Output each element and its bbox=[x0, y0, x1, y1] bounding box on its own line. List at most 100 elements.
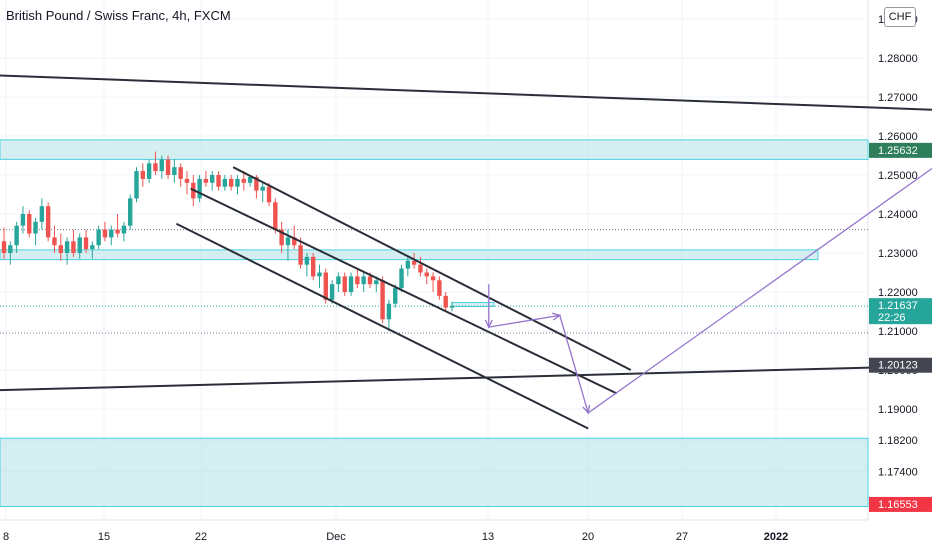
candle-body bbox=[203, 178, 209, 183]
y-tick-label: 1.18200 bbox=[878, 435, 918, 447]
projection-polyline[interactable] bbox=[488, 150, 932, 414]
candle-body bbox=[323, 272, 329, 300]
y-tick-label: 1.21000 bbox=[878, 326, 918, 338]
candle-body bbox=[348, 276, 354, 292]
candle-body bbox=[266, 186, 272, 203]
candle-body bbox=[260, 186, 265, 191]
trendline[interactable] bbox=[232, 166, 632, 371]
candle-body bbox=[153, 163, 158, 172]
candle-body bbox=[165, 159, 171, 175]
candle-body bbox=[228, 178, 234, 187]
candle-body bbox=[430, 276, 436, 281]
x-tick-label: 13 bbox=[482, 531, 494, 543]
support-resistance-zone[interactable] bbox=[0, 139, 869, 160]
support-resistance-zone[interactable] bbox=[0, 249, 819, 261]
trendline[interactable] bbox=[190, 187, 618, 395]
projection-arrowhead bbox=[582, 404, 591, 415]
candle-body bbox=[273, 202, 278, 230]
candle-body bbox=[386, 303, 392, 320]
candle-body bbox=[1, 241, 7, 253]
y-tick-label: 1.24000 bbox=[878, 209, 918, 221]
candle-body bbox=[83, 237, 89, 250]
candle-body bbox=[292, 237, 297, 246]
candle-body bbox=[210, 175, 215, 183]
projection-path[interactable] bbox=[484, 150, 932, 415]
projection-arrowhead bbox=[551, 312, 562, 321]
x-tick-label: 2022 bbox=[764, 531, 788, 543]
price-label-value: 1.16553 bbox=[878, 499, 918, 511]
candle-body bbox=[39, 206, 45, 222]
candle-body bbox=[285, 237, 291, 246]
candle-body bbox=[304, 256, 310, 265]
price-label-value: 1.21637 bbox=[878, 300, 918, 312]
x-tick-label: 22 bbox=[195, 531, 207, 543]
candle-body bbox=[197, 178, 202, 199]
candle-body bbox=[146, 163, 152, 179]
candle-body bbox=[178, 167, 183, 179]
candle-body bbox=[172, 167, 177, 175]
candle-body bbox=[134, 171, 139, 199]
candle-body bbox=[20, 214, 26, 226]
candle-body bbox=[411, 260, 417, 265]
candle-body bbox=[449, 306, 455, 308]
candle-body bbox=[424, 272, 429, 277]
candle-body bbox=[45, 206, 51, 238]
candle-body bbox=[127, 198, 133, 226]
time-axis[interactable]: 8 15 22 Dec 13 20 27 2022 bbox=[3, 531, 788, 543]
candle-body bbox=[115, 229, 120, 234]
y-tick-label: 1.25000 bbox=[878, 170, 918, 182]
price-label-value: 1.25632 bbox=[878, 145, 918, 157]
candle-body bbox=[235, 178, 240, 187]
candle-body bbox=[443, 295, 448, 308]
y-tick-label: 1.27000 bbox=[878, 92, 918, 104]
y-tick-label: 1.22000 bbox=[878, 287, 918, 299]
x-tick-label: 15 bbox=[98, 531, 110, 543]
candle-body bbox=[96, 229, 101, 246]
candle-body bbox=[216, 175, 221, 187]
candle-body bbox=[109, 229, 114, 238]
candle-body bbox=[222, 178, 228, 187]
candle-body bbox=[247, 176, 253, 183]
horizontal-levels bbox=[0, 229, 868, 334]
candle-body bbox=[418, 264, 423, 273]
price-label-value: 1.20123 bbox=[878, 360, 918, 372]
candle-body bbox=[184, 178, 190, 183]
candle-body bbox=[71, 241, 76, 253]
trendline[interactable] bbox=[0, 74, 932, 111]
candle-body bbox=[102, 229, 108, 238]
candle-body bbox=[140, 171, 146, 179]
symbol-title[interactable]: British Pound / Swiss Franc, 4h, FXCM bbox=[6, 8, 231, 23]
trendline[interactable] bbox=[0, 364, 932, 392]
y-tick-label: 1.28000 bbox=[878, 53, 918, 65]
candles bbox=[1, 151, 455, 331]
trendline[interactable] bbox=[175, 222, 589, 430]
candle-body bbox=[374, 280, 379, 285]
candle-body bbox=[14, 225, 19, 246]
support-resistance-zone[interactable] bbox=[0, 437, 869, 507]
candle-body bbox=[64, 241, 70, 253]
y-tick-label: 1.26000 bbox=[878, 131, 918, 143]
price-label-tag bbox=[869, 142, 932, 158]
price-axis[interactable]: 1.290001.280001.270001.260001.250001.240… bbox=[878, 14, 918, 478]
support-resistance-zone[interactable] bbox=[451, 302, 495, 307]
currency-badge[interactable]: CHF bbox=[884, 7, 916, 27]
candle-body bbox=[27, 214, 32, 234]
price-label-tag bbox=[869, 357, 932, 373]
candle-body bbox=[393, 288, 398, 304]
candle-body bbox=[355, 276, 360, 285]
candle-body bbox=[310, 256, 316, 277]
candle-body bbox=[298, 245, 303, 265]
y-tick-label: 1.17400 bbox=[878, 466, 918, 478]
x-tick-label: 27 bbox=[676, 531, 688, 543]
x-tick-label: 20 bbox=[582, 531, 594, 543]
candle-body bbox=[8, 245, 13, 253]
trendlines[interactable] bbox=[0, 74, 932, 430]
candle-body bbox=[367, 276, 373, 285]
y-tick-label: 1.23000 bbox=[878, 248, 918, 260]
price-label-countdown: 22:26 bbox=[878, 312, 906, 324]
x-tick-label: Dec bbox=[326, 531, 346, 543]
candle-body bbox=[90, 245, 95, 250]
candle-body bbox=[399, 268, 404, 289]
